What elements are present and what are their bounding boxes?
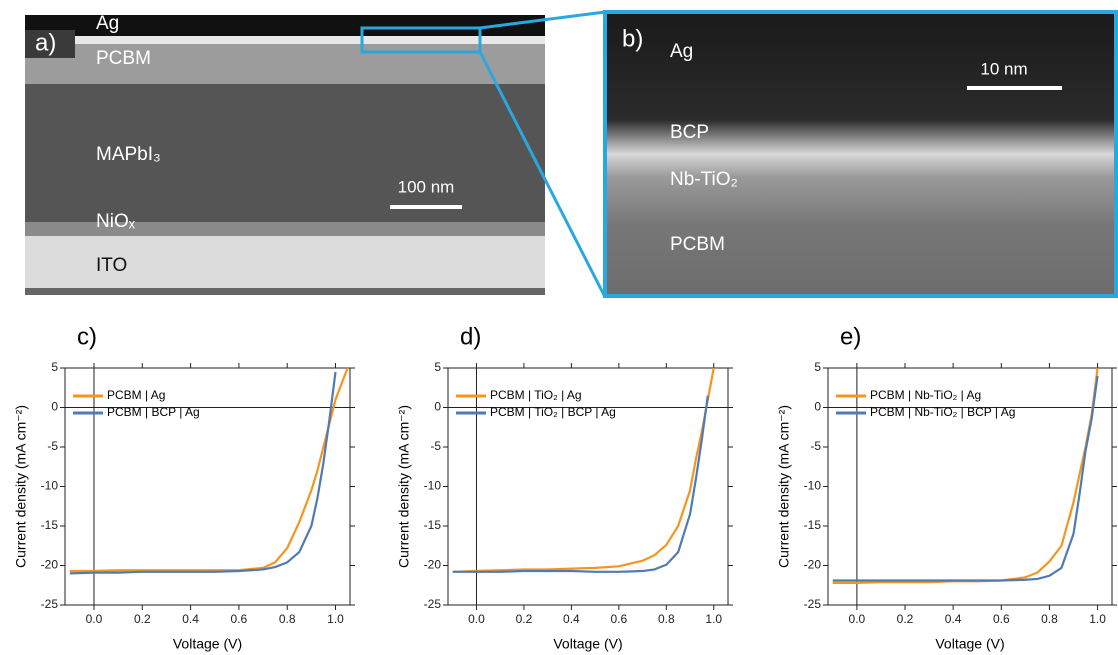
x-tick-label: 0.0 [849, 612, 866, 626]
layer-label: PCBM [670, 234, 725, 255]
chart-title: d) [460, 323, 481, 350]
x-tick-label: 0.4 [563, 612, 580, 626]
plot-frame [827, 367, 1113, 606]
layer-label: ITO [96, 255, 127, 276]
y-tick-label: -20 [424, 558, 442, 572]
sem-image-b: b) Ag BCP Nb-TiO₂ PCBM 10 nm [603, 10, 1118, 298]
legend-label: PCBM | BCP | Ag [107, 405, 200, 419]
y-tick-label: 5 [814, 360, 821, 374]
x-tick-label: 0.6 [611, 612, 628, 626]
y-tick-label: -15 [804, 518, 822, 532]
series-line [69, 371, 337, 575]
x-tick-label: 1.0 [1089, 612, 1106, 626]
x-tick-label: 0.6 [993, 612, 1010, 626]
x-tick-label: 0.8 [279, 612, 296, 626]
layer-label: Ag [96, 13, 119, 34]
x-tick-label: 1.0 [705, 612, 722, 626]
x-axis-label: Voltage (V) [935, 636, 1004, 652]
series-line [452, 367, 715, 573]
y-axis-label: Current density (mA cm⁻²) [776, 405, 792, 568]
y-tick-label: -20 [41, 558, 59, 572]
y-tick-label: -25 [804, 597, 822, 611]
x-tick-label: 0.4 [945, 612, 962, 626]
y-tick-label: 0 [51, 400, 58, 414]
scale-bar-label: 10 nm [980, 59, 1027, 78]
scale-bar-label: 100 nm [398, 177, 455, 196]
y-tick-label: -10 [424, 479, 442, 493]
x-tick-label: 1.0 [327, 612, 344, 626]
plot-frame [447, 367, 729, 606]
x-tick-label: 0.0 [468, 612, 485, 626]
layer-label: BCP [670, 122, 709, 143]
y-tick-label: -5 [430, 439, 441, 453]
layer-label: MAPbI₃ [96, 144, 161, 165]
y-tick-label: -15 [424, 518, 442, 532]
y-tick-label: -10 [804, 479, 822, 493]
x-axis-label: Voltage (V) [553, 636, 622, 652]
legend-label: PCBM | Ag [107, 388, 165, 402]
x-tick-label: 0.2 [134, 612, 151, 626]
legend-label: PCBM | TiO₂ | BCP | Ag [490, 405, 616, 419]
panel-label: b) [622, 25, 643, 52]
legend-label: PCBM | TiO₂ | Ag [490, 388, 582, 402]
x-tick-label: 0.8 [658, 612, 675, 626]
series-line [452, 395, 709, 573]
legend-label: PCBM | Nb-TiO₂ | BCP | Ag [870, 405, 1015, 419]
y-tick-label: -25 [424, 597, 442, 611]
chart-title: e) [840, 323, 861, 350]
y-tick-label: -25 [41, 597, 59, 611]
x-tick-label: 0.2 [897, 612, 914, 626]
x-tick-label: 0.8 [1041, 612, 1058, 626]
legend-label: PCBM | Nb-TiO₂ | Ag [870, 388, 981, 402]
y-tick-label: -5 [47, 439, 58, 453]
sem-image-a: a) Ag PCBM MAPbI₃ NiOₓ ITO 100 nm [25, 10, 607, 298]
y-tick-label: 5 [434, 360, 441, 374]
series-line [832, 367, 1099, 584]
series-line [832, 375, 1099, 582]
panel-label: a) [35, 29, 56, 56]
layer-label: Nb-TiO₂ [670, 169, 738, 190]
y-tick-label: 0 [434, 400, 441, 414]
y-tick-label: -5 [810, 439, 821, 453]
layer-label: Ag [670, 41, 693, 62]
x-axis-label: Voltage (V) [173, 636, 242, 652]
layer-label: NiOₓ [96, 211, 136, 232]
y-tick-label: 0 [814, 400, 821, 414]
chart-title: c) [77, 323, 97, 350]
x-tick-label: 0.4 [182, 612, 199, 626]
layer-label: PCBM [96, 48, 151, 69]
y-axis-label: Current density (mA cm⁻²) [13, 405, 29, 568]
y-tick-label: -10 [41, 479, 59, 493]
y-tick-label: -15 [41, 518, 59, 532]
x-tick-label: 0.6 [231, 612, 248, 626]
x-tick-label: 0.2 [516, 612, 533, 626]
y-tick-label: 5 [51, 360, 58, 374]
x-tick-label: 0.0 [86, 612, 103, 626]
y-tick-label: -20 [804, 558, 822, 572]
y-axis-label: Current density (mA cm⁻²) [396, 405, 412, 568]
